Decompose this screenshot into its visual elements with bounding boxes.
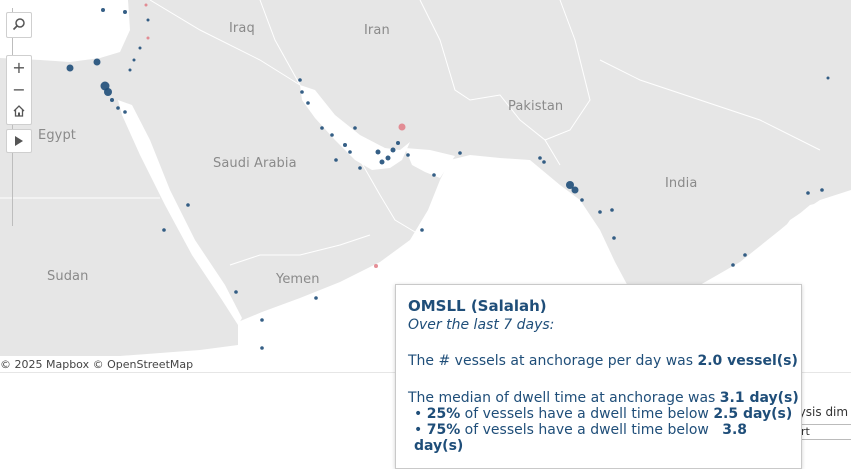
country-label-yemen: Yemen <box>276 272 320 287</box>
country-label-egypt: Egypt <box>38 128 77 143</box>
tooltip-vessels-line: The # vessels at anchorage per day was 2… <box>408 353 801 369</box>
tooltip-subtitle: Over the last 7 days: <box>408 317 555 333</box>
p25-value: 2.5 day(s) <box>713 406 793 422</box>
analysis-dimension-label: alysis dim <box>788 405 849 419</box>
port-marker[interactable] <box>566 181 574 189</box>
port-marker[interactable] <box>314 296 318 300</box>
port-marker[interactable] <box>146 18 150 22</box>
port-marker[interactable] <box>826 76 830 80</box>
port-marker[interactable] <box>93 58 101 66</box>
port-marker[interactable] <box>138 46 142 50</box>
port-marker[interactable] <box>334 158 338 162</box>
port-marker[interactable] <box>110 98 114 102</box>
p25-percent: 25% <box>426 406 461 422</box>
vessels-value: 2.0 vessel(s) <box>697 353 798 369</box>
port-marker[interactable] <box>132 58 136 62</box>
port-marker[interactable] <box>330 133 334 137</box>
port-marker[interactable] <box>610 208 614 212</box>
port-marker[interactable] <box>374 264 378 268</box>
port-marker[interactable] <box>116 106 120 110</box>
port-marker[interactable] <box>612 236 616 240</box>
port-marker[interactable] <box>580 198 584 202</box>
map-view[interactable]: Iraq Iran Egypt Saudi Arabia Pakistan In… <box>0 0 851 372</box>
p75-text: of vessels have a dwell time below <box>460 422 714 438</box>
zoom-controls: + − <box>6 55 32 125</box>
port-marker[interactable] <box>123 10 127 14</box>
port-marker[interactable] <box>348 150 352 154</box>
port-marker[interactable] <box>353 126 357 130</box>
port-marker[interactable] <box>375 149 381 155</box>
port-marker[interactable] <box>260 318 264 322</box>
port-marker[interactable] <box>538 156 542 160</box>
port-marker[interactable] <box>300 90 304 94</box>
country-label-india: India <box>665 176 698 191</box>
tooltip-p75-line: • 75% of vessels have a dwell time below… <box>414 422 748 454</box>
tooltip-p25-line: • 25% of vessels have a dwell time below… <box>414 406 793 422</box>
port-marker[interactable] <box>396 141 400 145</box>
port-marker[interactable] <box>320 126 324 130</box>
port-marker[interactable] <box>743 253 747 257</box>
port-marker[interactable] <box>128 68 132 72</box>
port-marker[interactable] <box>390 147 396 153</box>
port-marker[interactable] <box>144 3 148 7</box>
port-marker[interactable] <box>432 173 436 177</box>
vessels-text: The # vessels at anchorage per day was <box>408 353 698 369</box>
port-marker[interactable] <box>162 228 166 232</box>
p25-text: of vessels have a dwell time below <box>460 406 714 422</box>
port-marker[interactable] <box>186 203 190 207</box>
port-tooltip: OMSLL (Salalah) Over the last 7 days: Th… <box>395 284 802 469</box>
port-marker[interactable] <box>458 151 462 155</box>
port-marker[interactable] <box>104 88 112 96</box>
home-button[interactable] <box>7 100 31 122</box>
port-marker[interactable] <box>806 191 810 195</box>
home-icon <box>13 105 25 117</box>
port-marker[interactable] <box>298 78 302 82</box>
tooltip-median-line: The median of dwell time at anchorage wa… <box>408 390 801 406</box>
expand-toolbar-button[interactable] <box>6 129 32 153</box>
port-marker[interactable] <box>731 263 735 267</box>
p75-value: 3.8 day(s) <box>414 422 748 454</box>
port-marker[interactable] <box>542 160 546 164</box>
port-marker[interactable] <box>820 188 824 192</box>
country-label-saudi-arabia: Saudi Arabia <box>213 156 297 171</box>
median-value: 3.1 day(s) <box>719 390 799 406</box>
port-marker[interactable] <box>306 101 310 105</box>
port-marker[interactable] <box>420 228 424 232</box>
zoom-out-button[interactable]: − <box>12 79 26 99</box>
port-marker[interactable] <box>343 143 347 147</box>
country-label-sudan: Sudan <box>47 269 89 284</box>
port-marker[interactable] <box>123 110 127 114</box>
port-marker[interactable] <box>379 159 385 165</box>
port-marker[interactable] <box>260 346 264 350</box>
median-text: The median of dwell time at anchorage wa… <box>408 390 720 406</box>
tooltip-title: OMSLL (Salalah) <box>408 297 547 315</box>
port-marker[interactable] <box>385 155 391 161</box>
port-marker[interactable] <box>571 186 579 194</box>
zoom-in-button[interactable]: + <box>12 57 26 77</box>
p75-percent: 75% <box>426 422 461 438</box>
country-label-pakistan: Pakistan <box>508 99 564 114</box>
port-marker[interactable] <box>358 166 362 170</box>
port-marker[interactable] <box>406 153 410 157</box>
map-attribution[interactable]: © 2025 Mapbox © OpenStreetMap <box>0 358 197 371</box>
port-marker[interactable] <box>101 8 105 12</box>
search-icon <box>7 13 31 35</box>
search-button[interactable] <box>6 12 32 38</box>
port-marker[interactable] <box>598 210 602 214</box>
country-label-iran: Iran <box>364 23 390 38</box>
port-marker[interactable] <box>398 123 406 131</box>
port-marker[interactable] <box>234 290 238 294</box>
port-marker[interactable] <box>66 64 74 72</box>
port-marker[interactable] <box>146 36 150 40</box>
play-icon <box>7 130 31 152</box>
country-label-iraq: Iraq <box>229 21 255 36</box>
